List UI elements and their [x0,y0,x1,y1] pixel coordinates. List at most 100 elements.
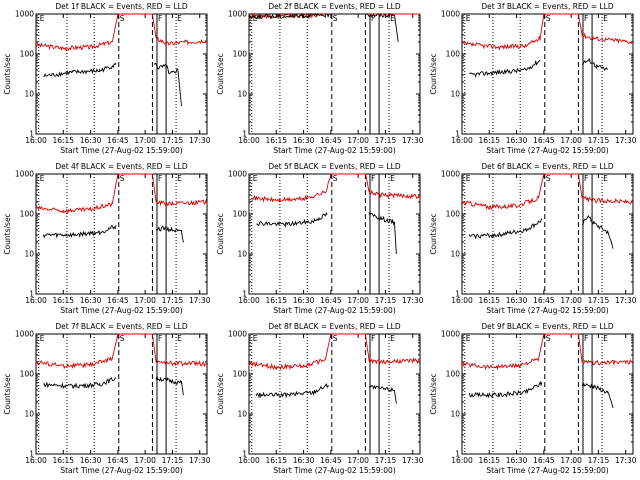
x-axis-label: Start Time (27-Aug-02 15:59:00) [273,306,395,315]
y-tick-label: 100 [233,50,248,59]
y-tick-label: 10 [450,250,460,259]
marker-label: S [120,14,125,23]
events-series-line [468,214,614,249]
marker-label: E [390,334,395,343]
x-tick-label: 17:15 [162,136,184,145]
x-tick-label: 16:30 [293,296,315,305]
x-tick-label: 16:15 [52,456,74,465]
panel-1: Det 1f BLACK = Events, RED = LLD 1 10 100 10… [3,2,211,155]
y-tick-label: 1000 [15,10,34,19]
marker-label: S [333,14,338,23]
x-tick-label: 16:30 [293,456,315,465]
marker-label: E [177,14,182,23]
lld-series-line [249,173,421,204]
y-tick-label: 10 [450,90,460,99]
y-tick-label: 1 [29,130,34,139]
panel-title: Det 8f BLACK = Events, RED = LLD [268,322,401,331]
y-tick-label: 100 [20,210,35,219]
y-axis-label: Counts/sec [429,53,438,94]
panel-9: Det 9f BLACK = Events, RED = LLD 1 10 100 10… [429,322,637,475]
x-tick-label: 16:45 [107,296,129,305]
x-tick-label: 16:45 [533,136,555,145]
x-axis-label: Start Time (27-Aug-02 15:59:00) [273,466,395,475]
x-tick-label: 16:45 [533,456,555,465]
x-tick-label: 17:00 [134,136,156,145]
y-axis-label: Counts/sec [3,213,12,254]
marker-label: E [603,14,608,23]
marker-label: E [390,174,395,183]
marker-label: E [253,174,258,183]
marker-label: E [253,334,258,343]
x-tick-label: 17:30 [402,296,424,305]
x-tick-label: 16:00 [238,136,260,145]
events-series-line [468,380,614,409]
plot-frame [35,333,208,455]
marker-label: F [584,334,588,343]
x-tick-label: 17:30 [189,296,211,305]
panel-title: Det 5f BLACK = Events, RED = LLD [268,162,401,171]
y-tick-label: 100 [233,370,248,379]
y-tick-label: 100 [20,50,35,59]
y-tick-label: 1 [29,290,34,299]
panel-7: Det 7f BLACK = Events, RED = LLD 1 10 100 10… [3,322,211,475]
x-tick-label: 16:15 [265,456,287,465]
lld-series-line [461,173,633,211]
lld-series-line [248,333,421,371]
y-tick-label: 10 [450,410,460,419]
x-tick-label: 17:00 [134,296,156,305]
panel-title: Det 7f BLACK = Events, RED = LLD [55,322,188,331]
plot-frame [248,173,421,295]
lld-series-line [35,333,208,370]
marker-label: F [371,334,375,343]
x-tick-label: 16:30 [506,136,528,145]
panel-6: Det 6f BLACK = Events, RED = LLD 1 10 100 10… [429,162,637,315]
x-tick-label: 17:00 [560,136,582,145]
panel-2: Det 2f BLACK = Events, RED = LLD 1 10 100 10… [216,2,424,155]
y-axis-label: Counts/sec [429,213,438,254]
marker-label: E [390,14,395,23]
panel-title: Det 6f BLACK = Events, RED = LLD [481,162,614,171]
y-tick-label: 10 [24,410,34,419]
lld-series-line [35,173,208,215]
x-tick-label: 16:00 [25,136,47,145]
marker-label: E [40,14,45,23]
y-tick-label: 100 [446,210,461,219]
x-tick-label: 16:30 [506,456,528,465]
x-tick-label: 16:45 [320,456,342,465]
y-tick-label: 100 [20,370,35,379]
x-tick-label: 16:15 [478,456,500,465]
y-tick-label: 1 [242,130,247,139]
x-tick-label: 17:00 [347,296,369,305]
marker-label: E [177,174,182,183]
y-axis-label: Counts/sec [429,373,438,414]
y-tick-label: 100 [446,50,461,59]
y-tick-label: 10 [24,90,34,99]
x-tick-label: 16:45 [533,296,555,305]
marker-label: F [158,334,162,343]
panel-3: Det 3f BLACK = Events, RED = LLD 1 10 100 10… [429,2,637,155]
y-tick-label: 1 [455,450,460,459]
marker-label: E [466,14,471,23]
y-axis-label: Counts/sec [216,373,225,414]
y-tick-label: 1 [242,450,247,459]
plot-frame [248,13,421,135]
x-tick-label: 17:15 [162,296,184,305]
x-tick-label: 17:00 [347,456,369,465]
marker-label: E [466,334,471,343]
y-tick-label: 1 [29,450,34,459]
x-tick-label: 16:30 [80,456,102,465]
x-axis-label: Start Time (27-Aug-02 15:59:00) [60,466,182,475]
marker-label: E [603,174,608,183]
x-tick-label: 17:00 [134,456,156,465]
marker-label: F [371,174,375,183]
y-tick-label: 1 [242,290,247,299]
events-series-line [43,62,182,107]
events-series-line [469,58,608,78]
y-tick-label: 100 [446,370,461,379]
marker-label: E [466,174,471,183]
x-tick-label: 16:15 [265,136,287,145]
marker-label: E [253,14,258,23]
y-tick-label: 1000 [441,170,460,179]
x-tick-label: 17:00 [560,456,582,465]
